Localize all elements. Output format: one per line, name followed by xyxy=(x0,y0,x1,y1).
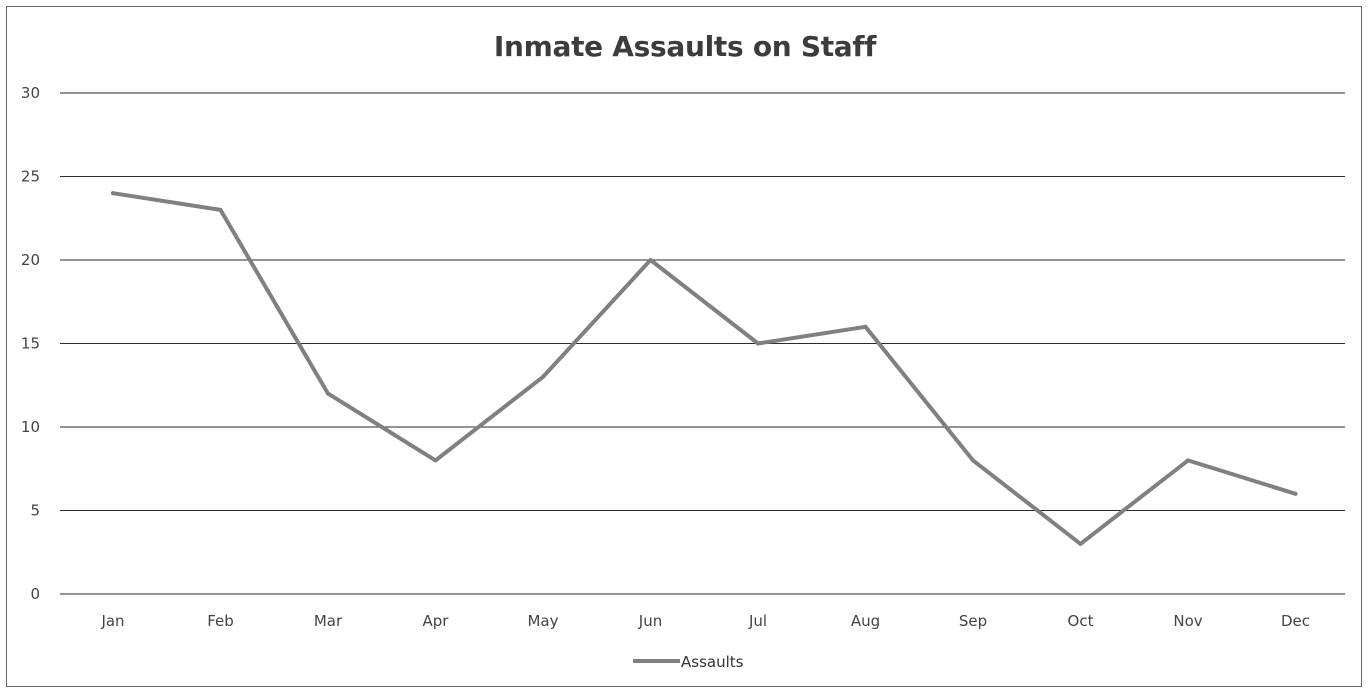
gridlines xyxy=(60,92,1345,595)
x-tick-label: Aug xyxy=(851,612,880,630)
data-point xyxy=(1078,541,1083,546)
chart-title: Inmate Assaults on Staff xyxy=(493,30,877,63)
data-point xyxy=(326,391,330,396)
x-tick-label: Mar xyxy=(314,612,343,630)
data-point xyxy=(433,458,438,463)
x-tick-label: May xyxy=(527,612,558,630)
y-axis-ticks: 0 5 10 15 20 25 30 xyxy=(21,84,40,603)
x-tick-label: Dec xyxy=(1281,612,1310,630)
y-tick-label: 10 xyxy=(21,418,40,436)
data-point xyxy=(863,324,868,329)
y-tick-label: 0 xyxy=(30,585,40,603)
x-tick-label: Oct xyxy=(1068,612,1094,630)
x-tick-label: Sep xyxy=(959,612,987,630)
y-tick-label: 5 xyxy=(30,502,40,520)
y-tick-label: 15 xyxy=(21,335,40,353)
data-point xyxy=(111,191,115,196)
chart-frame xyxy=(6,6,1362,687)
legend-label: Assaults xyxy=(681,653,744,671)
legend: Assaults xyxy=(633,653,744,671)
x-tick-label: Jun xyxy=(638,612,662,630)
y-tick-label: 30 xyxy=(21,84,40,102)
y-tick-label: 20 xyxy=(21,251,40,269)
y-tick-label: 25 xyxy=(21,168,40,186)
x-tick-label: Jul xyxy=(748,612,767,630)
x-tick-label: Feb xyxy=(207,612,234,630)
x-tick-label: Jan xyxy=(100,612,124,630)
data-point xyxy=(756,341,760,346)
data-point xyxy=(1186,458,1190,463)
x-tick-label: Apr xyxy=(423,612,450,630)
data-point xyxy=(648,258,653,262)
data-point xyxy=(541,374,545,379)
data-point xyxy=(1293,491,1298,496)
x-tick-label: Nov xyxy=(1173,612,1202,630)
series-line xyxy=(111,191,1298,546)
data-point xyxy=(971,458,975,463)
series-layer xyxy=(111,191,1298,546)
x-axis-ticks: Jan Feb Mar Apr May Jun Jul Aug Sep Oct Nov Dec xyxy=(100,612,1310,630)
data-point xyxy=(218,207,223,212)
